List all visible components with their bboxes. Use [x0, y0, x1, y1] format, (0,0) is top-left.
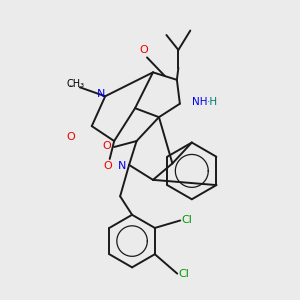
Text: CH₃: CH₃ — [66, 79, 84, 89]
Text: O: O — [140, 45, 148, 55]
Text: O: O — [104, 161, 112, 171]
Text: ·H: ·H — [206, 97, 218, 107]
Text: N: N — [117, 161, 126, 171]
Text: Cl: Cl — [182, 215, 192, 225]
Text: methyl: methyl — [70, 85, 75, 86]
Text: O: O — [67, 132, 75, 142]
Text: O: O — [102, 140, 111, 151]
Text: Cl: Cl — [178, 269, 189, 279]
Text: NH: NH — [191, 97, 207, 107]
Text: N: N — [97, 89, 105, 99]
